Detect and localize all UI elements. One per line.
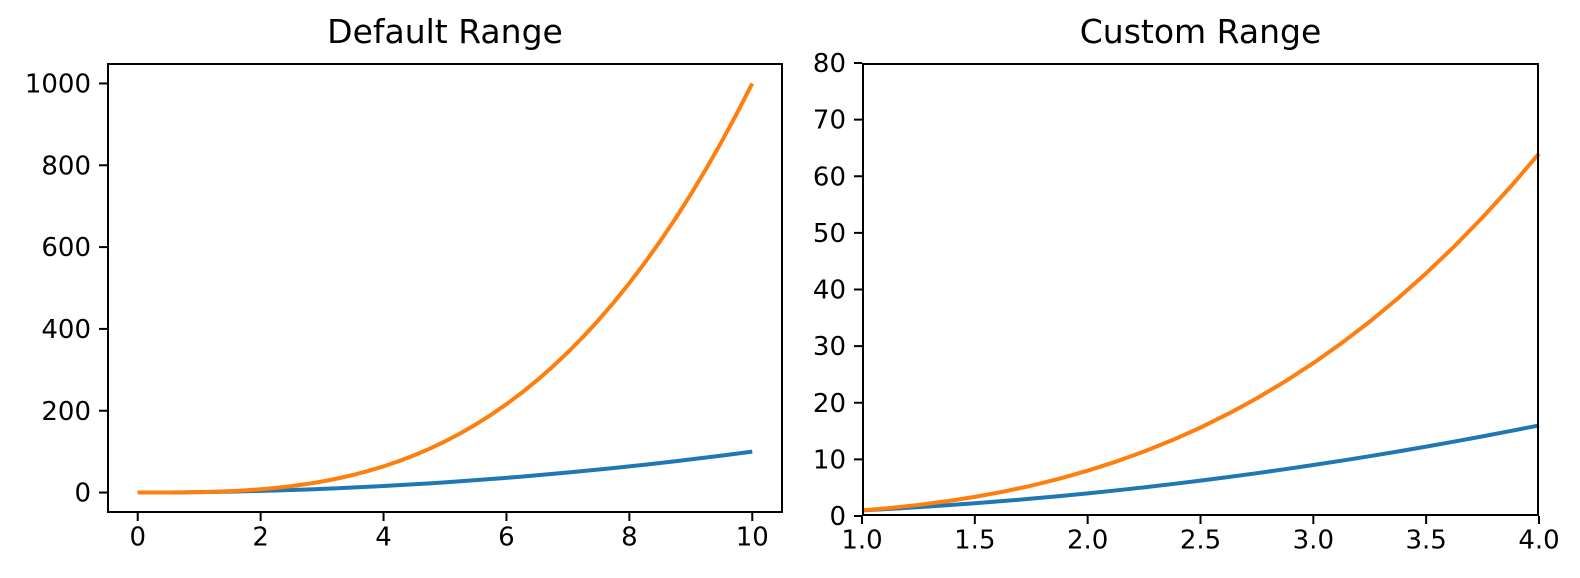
y-tick-label: 0 xyxy=(829,502,846,532)
y-tick-label: 0 xyxy=(74,479,91,509)
y-tick-label: 60 xyxy=(813,162,846,192)
x-tick-label: 2 xyxy=(252,522,269,552)
plot-area-default-range: 0 2 4 6 8 10 0 200 400 600 800 1000 xyxy=(25,63,783,552)
y-tick-label: 200 xyxy=(41,397,91,427)
y-tick-label: 40 xyxy=(813,276,846,306)
axis-ticks: 1.0 1.5 2.0 2.5 3.0 3.5 4.0 0 10 20 30 40 50 60 70 80 xyxy=(813,49,1560,555)
x-tick-label: 0 xyxy=(129,522,146,552)
series-line-x_cubed xyxy=(137,82,755,495)
x-tick-label: 10 xyxy=(736,522,769,552)
x-tick-label: 1.5 xyxy=(954,525,995,555)
chart-title-default-range: Default Range xyxy=(327,12,563,51)
y-tick-label: 800 xyxy=(41,151,91,181)
y-tick-label: 80 xyxy=(813,49,846,79)
x-tick-label: 4.0 xyxy=(1518,525,1559,555)
y-tick-label: 400 xyxy=(41,315,91,345)
y-tick-label: 1000 xyxy=(25,70,91,100)
axes-spines xyxy=(862,63,1539,516)
x-tick-label: 2.0 xyxy=(1067,525,1108,555)
y-tick-label: 10 xyxy=(813,445,846,475)
x-tick-label: 2.5 xyxy=(1180,525,1221,555)
plot-area-custom-range: 1.0 1.5 2.0 2.5 3.0 3.5 4.0 0 10 20 30 40 50 60 70 80 xyxy=(813,49,1560,555)
x-tick-label: 4 xyxy=(375,522,392,552)
x-tick-label: 1.0 xyxy=(841,525,882,555)
axis-ticks: 0 2 4 6 8 10 0 200 400 600 800 1000 xyxy=(25,70,769,553)
y-tick-label: 600 xyxy=(41,233,91,263)
x-tick-label: 3.5 xyxy=(1405,525,1446,555)
y-tick-label: 20 xyxy=(813,389,846,419)
y-tick-label: 70 xyxy=(813,106,846,136)
x-tick-label: 3.0 xyxy=(1293,525,1334,555)
series-line-x_cubed xyxy=(861,152,1541,513)
series-line-x_squared xyxy=(137,449,753,495)
y-tick-label: 30 xyxy=(813,332,846,362)
series-line-x_squared xyxy=(861,423,1540,513)
x-tick-label: 8 xyxy=(621,522,638,552)
x-tick-label: 6 xyxy=(498,522,515,552)
series-group xyxy=(861,152,1541,513)
axes-spines xyxy=(107,63,783,513)
y-tick-label: 50 xyxy=(813,219,846,249)
chart-title-custom-range: Custom Range xyxy=(1079,12,1322,51)
series-group xyxy=(137,82,755,495)
